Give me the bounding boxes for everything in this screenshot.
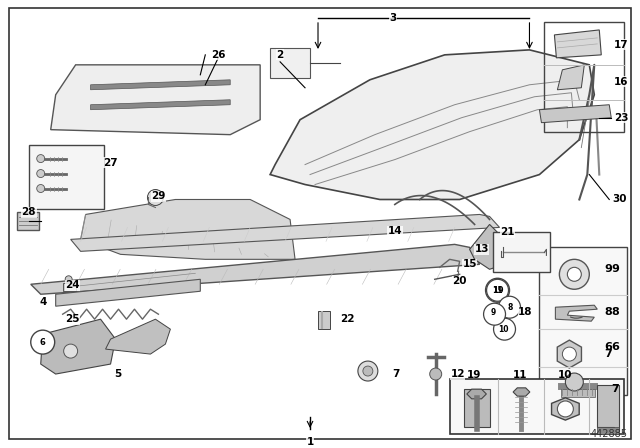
Bar — [493, 233, 550, 272]
Circle shape — [499, 296, 520, 318]
Text: 10: 10 — [558, 370, 573, 380]
Text: 17: 17 — [614, 40, 628, 50]
Polygon shape — [557, 65, 584, 90]
Text: 13: 13 — [474, 244, 489, 254]
Polygon shape — [41, 319, 116, 374]
Text: 22: 22 — [340, 314, 354, 324]
Text: 2: 2 — [276, 50, 284, 60]
Circle shape — [147, 190, 163, 206]
Text: 4: 4 — [39, 297, 47, 307]
Polygon shape — [56, 279, 200, 306]
Text: 7: 7 — [604, 349, 612, 359]
Polygon shape — [31, 244, 479, 294]
Circle shape — [65, 276, 72, 283]
Bar — [450, 379, 624, 434]
Polygon shape — [597, 427, 620, 434]
Text: 8: 8 — [611, 307, 619, 317]
Circle shape — [493, 318, 515, 340]
Text: 15: 15 — [462, 259, 477, 269]
Text: 14: 14 — [387, 226, 402, 237]
Bar — [17, 212, 39, 230]
Text: 9: 9 — [611, 264, 619, 274]
Polygon shape — [554, 30, 601, 58]
Bar — [270, 48, 310, 78]
Polygon shape — [540, 105, 611, 123]
Polygon shape — [556, 305, 597, 321]
Polygon shape — [467, 389, 486, 399]
Text: 1: 1 — [307, 437, 314, 447]
Circle shape — [559, 259, 589, 289]
Circle shape — [484, 303, 506, 325]
Polygon shape — [557, 340, 582, 368]
Circle shape — [563, 347, 577, 361]
Text: 7: 7 — [611, 384, 619, 394]
Text: 9: 9 — [604, 264, 612, 274]
Circle shape — [500, 297, 520, 317]
Bar — [29, 145, 104, 210]
Text: 8: 8 — [508, 303, 513, 312]
Text: 21: 21 — [500, 228, 515, 237]
Circle shape — [486, 278, 509, 302]
Text: 11: 11 — [513, 370, 528, 380]
Polygon shape — [597, 385, 620, 431]
Polygon shape — [318, 311, 330, 329]
Polygon shape — [270, 50, 595, 199]
Polygon shape — [106, 319, 170, 354]
Circle shape — [486, 279, 509, 301]
Text: 24: 24 — [65, 280, 80, 290]
Circle shape — [358, 361, 378, 381]
Text: 28: 28 — [22, 207, 36, 217]
Text: 16: 16 — [614, 77, 628, 87]
Polygon shape — [63, 283, 76, 291]
Circle shape — [63, 344, 77, 358]
Polygon shape — [513, 388, 530, 396]
Text: 8: 8 — [604, 307, 612, 317]
Text: 3: 3 — [389, 13, 396, 23]
Text: 27: 27 — [103, 158, 118, 168]
Text: 30: 30 — [612, 194, 627, 204]
Text: 7: 7 — [392, 369, 399, 379]
Bar — [545, 22, 624, 132]
Text: 19: 19 — [467, 370, 481, 380]
Bar — [540, 247, 627, 395]
Text: 9: 9 — [491, 308, 496, 317]
Text: 18: 18 — [518, 307, 532, 317]
Text: 23: 23 — [614, 113, 628, 123]
Circle shape — [36, 155, 45, 163]
Circle shape — [363, 366, 373, 376]
Polygon shape — [70, 215, 500, 251]
Text: 20: 20 — [452, 276, 467, 286]
Polygon shape — [51, 65, 260, 135]
Circle shape — [429, 368, 442, 380]
Circle shape — [565, 373, 583, 391]
Text: 26: 26 — [211, 50, 225, 60]
Polygon shape — [81, 199, 295, 259]
Circle shape — [36, 185, 45, 193]
Text: 5: 5 — [114, 369, 121, 379]
Polygon shape — [561, 389, 595, 397]
Text: 442885: 442885 — [590, 429, 627, 439]
Polygon shape — [463, 389, 490, 427]
Polygon shape — [470, 224, 509, 269]
Circle shape — [568, 267, 581, 281]
Text: 6: 6 — [611, 342, 619, 352]
Text: 6: 6 — [40, 338, 45, 347]
Text: 11: 11 — [492, 286, 503, 295]
Circle shape — [557, 401, 573, 417]
Text: 12: 12 — [451, 369, 465, 379]
Text: 29: 29 — [151, 191, 166, 202]
Polygon shape — [91, 100, 230, 110]
Text: 25: 25 — [65, 314, 80, 324]
Circle shape — [36, 169, 45, 177]
Text: 6: 6 — [604, 342, 612, 352]
Text: 19: 19 — [492, 286, 503, 295]
Circle shape — [31, 330, 54, 354]
Polygon shape — [91, 80, 230, 90]
Polygon shape — [552, 398, 579, 420]
Text: 10: 10 — [499, 325, 509, 334]
